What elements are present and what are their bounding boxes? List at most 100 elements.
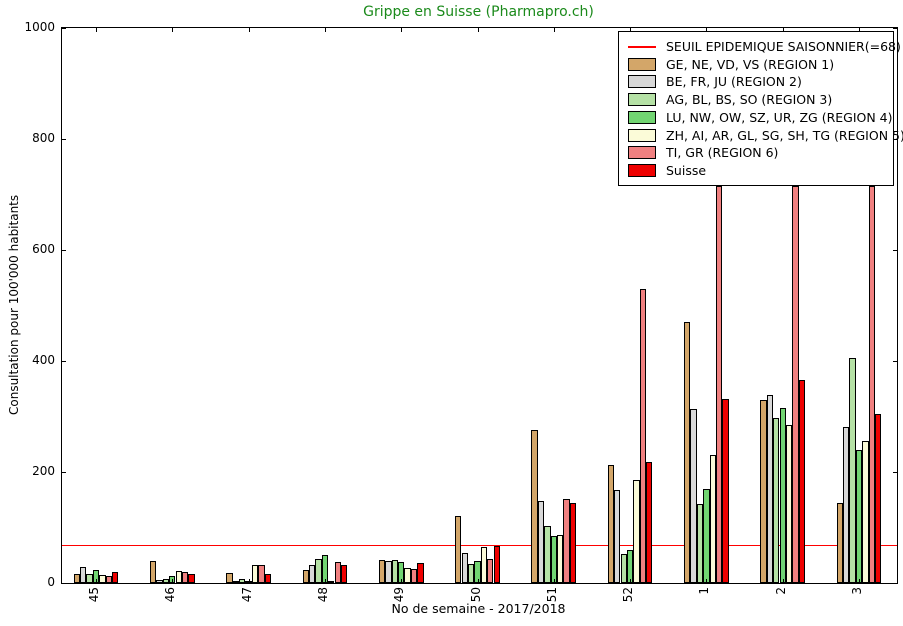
bar-region7-week-46 (188, 573, 195, 583)
bar-region1-week-46 (149, 561, 157, 583)
x-tick (96, 579, 97, 583)
legend-label: GE, NE, VD, VS (REGION 1) (666, 56, 835, 72)
bar-region1-week-50 (455, 516, 462, 583)
bar-region3-week-1 (696, 504, 704, 583)
x-tick (324, 28, 326, 32)
legend-row: BE, FR, JU (REGION 2) (628, 73, 884, 90)
bar-region5-week-51 (557, 535, 564, 583)
x-tick (630, 28, 632, 32)
bar-region2-week-52 (614, 489, 621, 583)
legend-color-swatch (628, 75, 656, 89)
legend-label: ZH, AI, AR, GL, SG, SH, TG (REGION 5) (666, 127, 903, 143)
bar-region6-week-50 (487, 559, 494, 583)
bar-region7-week-1 (722, 398, 729, 583)
bar-region3-week-2 (773, 418, 780, 583)
bar-region6-week-47 (258, 565, 265, 583)
x-tick (324, 579, 326, 583)
y-tick (62, 250, 66, 251)
legend-row: ZH, AI, AR, GL, SG, SH, TG (REGION 5) (628, 127, 903, 144)
y-tick (62, 472, 66, 473)
legend-row: LU, NW, OW, SZ, UR, ZG (REGION 4) (628, 109, 893, 126)
bar-region6-week-51 (563, 498, 570, 583)
bar-region6-week-2 (792, 186, 799, 583)
x-tick-label-week-47: 47 (239, 587, 254, 603)
legend-row: SEUIL EPIDEMIQUE SAISONNIER(=68) (628, 38, 901, 55)
bar-region4-week-3 (855, 449, 863, 583)
legend-label: SEUIL EPIDEMIQUE SAISONNIER(=68) (666, 39, 901, 54)
bar-region7-week-49 (417, 563, 424, 583)
bar-region2-week-46 (156, 579, 163, 583)
bar-region7-week-45 (112, 572, 119, 583)
legend-label: Suisse (666, 162, 707, 178)
bar-region6-week-48 (334, 561, 341, 583)
bar-region3-week-51 (544, 525, 551, 583)
bar-region3-week-47 (239, 579, 246, 583)
y-tick (893, 361, 897, 362)
x-tick (553, 28, 555, 32)
legend-line-sample (628, 45, 656, 48)
bar-region3-week-48 (315, 559, 322, 583)
x-tick (706, 579, 708, 583)
bar-region1-week-52 (607, 464, 615, 583)
bar-region5-week-3 (862, 441, 869, 583)
x-tick (630, 579, 632, 583)
y-tick (893, 472, 897, 473)
y-tick-label: 600 (32, 242, 55, 256)
x-tick-label-week-2: 2 (773, 587, 788, 595)
x-tick-label-week-45: 45 (87, 587, 101, 603)
y-tick-label: 400 (32, 353, 55, 367)
legend-label: BE, FR, JU (REGION 2) (666, 74, 802, 90)
y-tick-label: 200 (32, 464, 55, 478)
x-tick-label-week-50: 50 (468, 587, 483, 603)
x-tick (859, 579, 860, 583)
bar-region1-week-49 (378, 559, 386, 583)
x-tick-label-week-52: 52 (621, 587, 636, 603)
y-tick-label: 1000 (24, 20, 55, 34)
bar-region7-week-47 (264, 574, 271, 583)
x-tick (859, 28, 860, 32)
legend-color-swatch (628, 110, 656, 124)
bar-region3-week-3 (849, 358, 856, 583)
x-tick-label-week-49: 49 (392, 587, 407, 603)
bar-region2-week-45 (80, 566, 87, 583)
bar-region1-week-45 (73, 574, 80, 583)
legend-row: TI, GR (REGION 6) (628, 144, 884, 161)
legend-color-swatch (628, 57, 656, 71)
bar-region6-week-1 (716, 186, 723, 583)
y-tick-label: 800 (32, 131, 55, 145)
x-tick (553, 579, 555, 583)
x-tick (477, 579, 479, 583)
y-tick (62, 361, 66, 362)
y-axis-label: Consultation pour 100'000 habitants (7, 194, 21, 416)
bar-region6-week-45 (105, 576, 112, 583)
y-tick (893, 139, 897, 140)
bar-region2-week-50 (461, 553, 468, 583)
bar-region7-week-48 (340, 565, 348, 583)
bar-region2-week-48 (308, 565, 316, 583)
bar-region1-week-47 (226, 573, 233, 583)
x-tick (401, 579, 403, 583)
bar-region4-week-1 (703, 488, 710, 583)
x-tick-label-week-51: 51 (544, 587, 559, 603)
bar-region5-week-45 (99, 574, 106, 583)
x-tick (248, 579, 250, 583)
bar-region5-week-49 (404, 568, 411, 583)
legend-color-swatch (628, 93, 656, 107)
bar-region4-week-48 (321, 554, 329, 583)
y-tick (62, 28, 66, 29)
y-tick (62, 583, 66, 584)
bar-region5-week-48 (328, 581, 335, 583)
y-tick (893, 250, 897, 251)
x-tick (782, 28, 784, 32)
bar-region3-week-50 (467, 563, 475, 583)
bar-region5-week-52 (633, 480, 640, 583)
chart-title: Grippe en Suisse (Pharmapro.ch) (363, 4, 594, 20)
bar-region2-week-47 (232, 581, 239, 583)
bar-region4-week-46 (169, 575, 176, 583)
bar-region4-week-50 (474, 561, 481, 583)
legend-row: GE, NE, VD, VS (REGION 1) (628, 56, 884, 73)
y-tick (62, 139, 66, 140)
x-tick (706, 28, 708, 32)
bar-region4-week-51 (550, 536, 557, 583)
